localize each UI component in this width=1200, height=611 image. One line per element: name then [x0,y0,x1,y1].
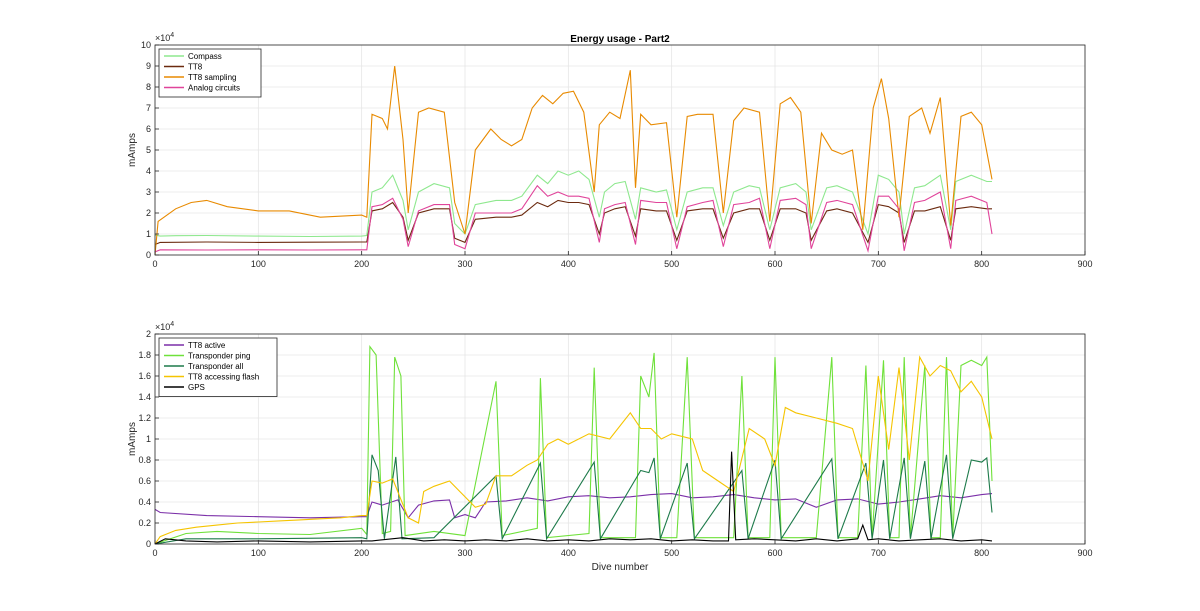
legend-entry: Transponder ping [188,352,250,361]
series-line-tt8-sampling [155,65,993,255]
y-tick-label: 2 [146,208,151,218]
x-tick-label: 100 [251,259,266,269]
y-exponent-label: ×104 [155,321,174,332]
x-tick-label: 200 [354,259,369,269]
x-tick-label: 400 [561,259,576,269]
x-tick-label: 300 [457,259,472,269]
y-tick-label: 0.6 [138,476,151,486]
x-tick-label: 300 [457,548,472,558]
x-tick-label: 700 [871,259,886,269]
chart-title: Energy usage - Part2 [570,34,670,45]
x-tick-label: 600 [767,259,782,269]
y-tick-label: 9 [146,61,151,71]
y-axis-label: mAmps [127,133,138,167]
series-line-tt8-active [155,493,993,519]
x-tick-label: 0 [152,259,157,269]
y-tick-label: 4 [146,166,151,176]
y-tick-label: 1 [146,434,151,444]
bottom-axes: 0 100 200 300 400 500 600 700 800 900 0 0.2 0.4 0.6 0.… [127,321,1093,573]
y-tick-label: 1.8 [138,350,151,360]
y-tick-label: 6 [146,124,151,134]
y-exponent-superscript: 4 [170,32,174,39]
legend-entry: TT8 accessing flash [188,373,259,382]
x-axis-label: Dive number [592,562,649,573]
x-tick-label: 400 [561,548,576,558]
x-tick-label: 200 [354,548,369,558]
y-tick-label: 2 [146,329,151,339]
series-line-analog-circuits [155,184,993,253]
y-tick-label: 5 [146,145,151,155]
y-tick-label: 10 [141,40,151,50]
x-tick-label: 600 [767,548,782,558]
y-tick-label: 0 [146,539,151,549]
y-exponent-label: ×104 [155,32,174,43]
legend-entry: GPS [188,383,205,392]
x-tick-label: 100 [251,548,266,558]
x-tick-label: 0 [152,548,157,558]
x-tick-label: 500 [664,259,679,269]
y-tick-label: 1 [146,229,151,239]
y-tick-label: 1.2 [138,413,151,423]
legend-box [158,48,262,98]
series-line-gps [155,451,993,544]
x-tick-label: 900 [1077,259,1092,269]
series-line-transponder-all [155,454,993,544]
legend-entry: Compass [188,52,222,61]
y-tick-label: 0.4 [138,497,151,507]
y-tick-label: 3 [146,187,151,197]
y-exponent-superscript: 4 [170,321,174,328]
series-line-transponder-ping [155,344,993,544]
y-tick-label: 1.4 [138,392,151,402]
x-tick-label: 800 [974,259,989,269]
x-tick-label: 500 [664,548,679,558]
y-tick-label: 0.2 [138,518,151,528]
series-line-tt8-accessing-flash [155,355,993,544]
x-tick-label: 700 [871,548,886,558]
legend-entry: TT8 [188,63,203,72]
y-tick-label: 1.6 [138,371,151,381]
y-tick-label: 0 [146,250,151,260]
legend-entry: Analog circuits [188,84,240,93]
x-tick-label: 900 [1077,548,1092,558]
y-tick-label: 7 [146,103,151,113]
legend-entry: Transponder all [188,362,244,371]
y-tick-label: 8 [146,82,151,92]
legend-entry: TT8 active [188,341,226,350]
x-tick-label: 800 [974,548,989,558]
series-line-compass [155,170,992,238]
top-axes: 0 100 200 300 400 500 600 700 800 900 0 1 2 3 4 5 6 7 8 9 10… [127,32,1093,269]
legend-entry: TT8 sampling [188,73,236,82]
y-axis-label: mAmps [127,422,138,456]
y-tick-label: 0.8 [138,455,151,465]
